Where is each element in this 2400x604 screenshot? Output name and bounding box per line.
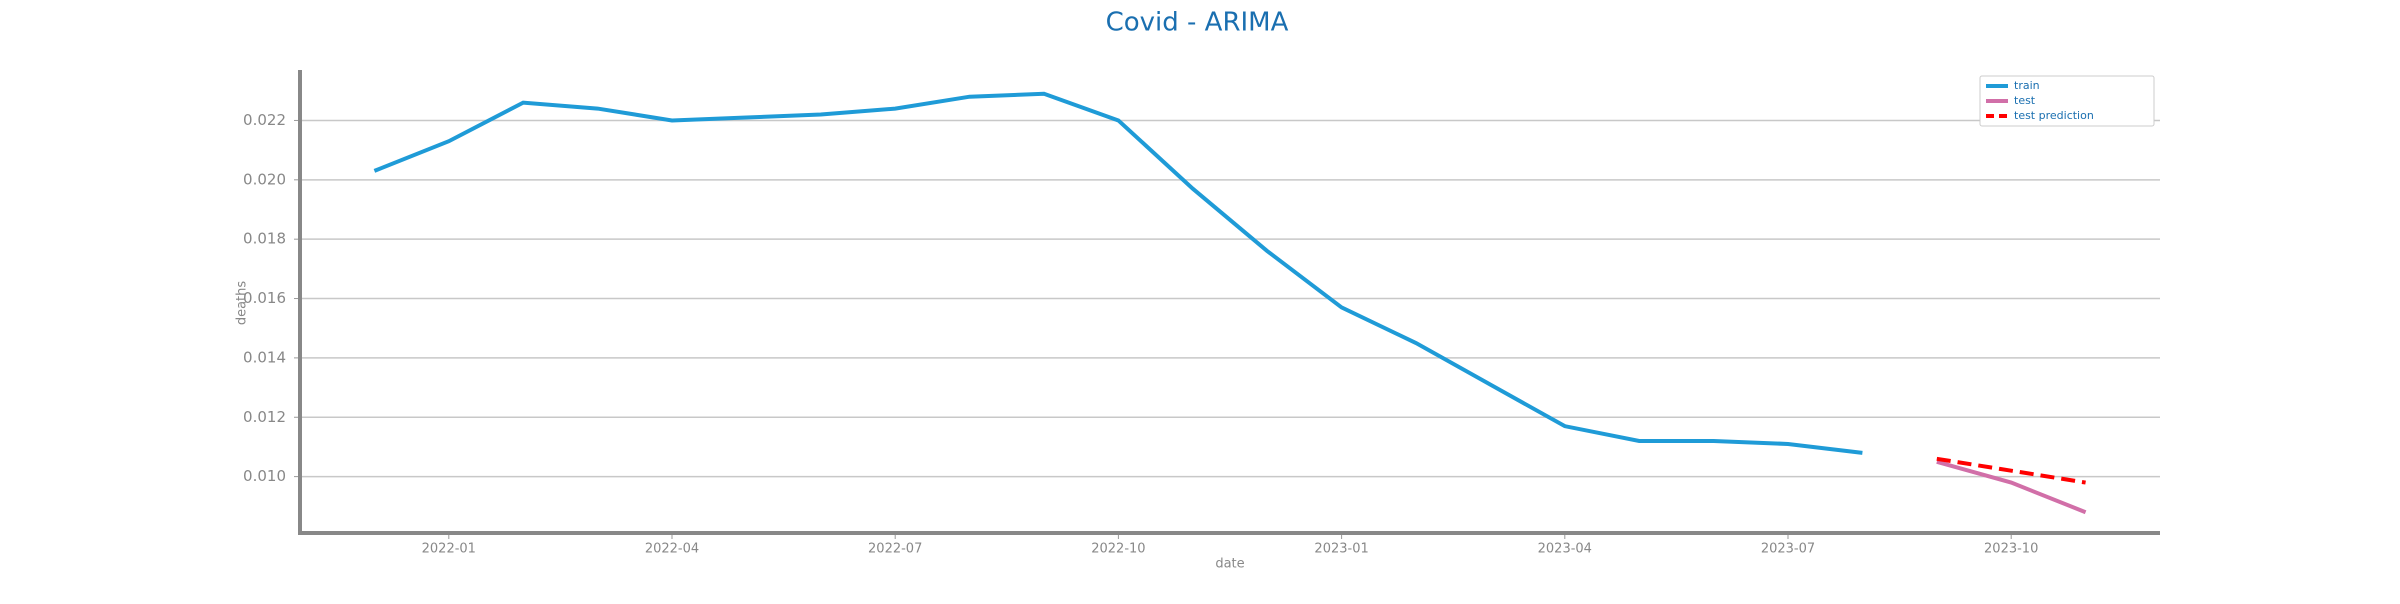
x-tick-label: 2023-04 bbox=[1538, 542, 1592, 557]
y-tick-label: 0.022 bbox=[243, 111, 286, 129]
x-tick-label: 2022-01 bbox=[422, 542, 476, 557]
x-axis-label: date bbox=[1215, 557, 1244, 572]
legend-label: test bbox=[2014, 94, 2036, 107]
x-tick-label: 2022-10 bbox=[1091, 542, 1145, 557]
line bbox=[1936, 459, 2087, 515]
x-tick-label: 2022-04 bbox=[645, 542, 699, 557]
y-tick-label: 0.016 bbox=[243, 289, 286, 307]
y-tick-label: 0.020 bbox=[243, 170, 286, 188]
x-tick-label: 2022-07 bbox=[868, 542, 922, 557]
y-tick-label: 0.010 bbox=[243, 467, 286, 485]
x-tick-label: 2023-10 bbox=[1984, 542, 2038, 557]
y-tick-label: 0.014 bbox=[243, 348, 286, 366]
x-tick-label: 2023-07 bbox=[1761, 542, 1815, 557]
y-tick-label: 0.012 bbox=[243, 408, 286, 426]
x-tick-label: 2023-01 bbox=[1314, 542, 1368, 557]
legend-label: train bbox=[2014, 79, 2040, 92]
legend-label: test prediction bbox=[2014, 109, 2094, 122]
y-axis-label: deaths bbox=[235, 281, 250, 326]
line bbox=[373, 91, 1863, 455]
chart-title: Covid - ARIMA bbox=[1106, 8, 1289, 38]
y-tick-label: 0.018 bbox=[243, 230, 286, 248]
legend-box bbox=[1979, 75, 2155, 127]
line bbox=[1936, 456, 2086, 485]
